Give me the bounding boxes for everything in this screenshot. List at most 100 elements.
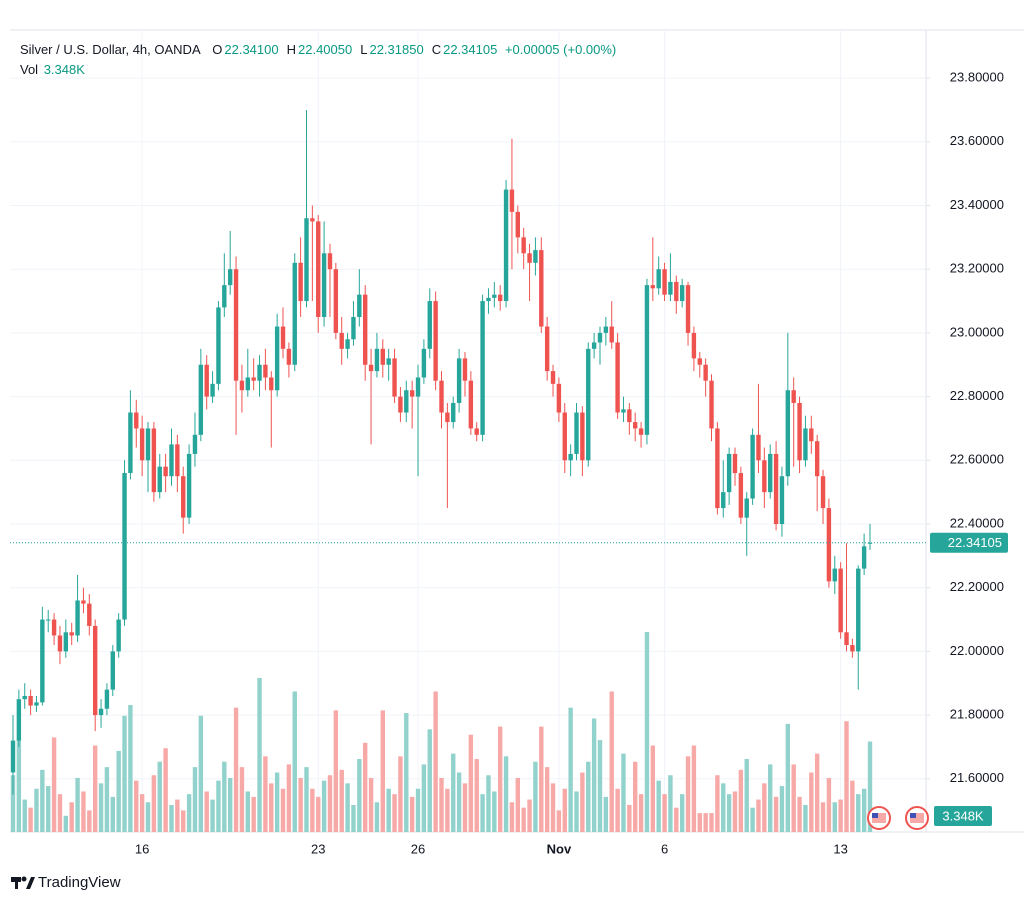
candle-body bbox=[34, 702, 39, 706]
candle-body bbox=[128, 412, 133, 474]
candle-body bbox=[838, 568, 843, 633]
candle-body bbox=[785, 390, 791, 477]
y-tick-label: 22.60000 bbox=[950, 452, 1004, 467]
volume-bar bbox=[586, 761, 591, 832]
event-flag-stripes bbox=[872, 813, 886, 823]
volume-bar bbox=[22, 799, 27, 832]
volume-bar bbox=[421, 764, 427, 832]
volume-bar bbox=[310, 788, 315, 832]
candle-body bbox=[28, 695, 33, 706]
y-tick-label: 23.40000 bbox=[950, 197, 1004, 212]
volume-bar bbox=[867, 741, 873, 832]
volume-bar bbox=[409, 796, 415, 832]
volume-bar bbox=[809, 772, 814, 832]
volume-bar bbox=[368, 777, 374, 832]
candle-body bbox=[40, 619, 45, 703]
candle-body bbox=[46, 619, 51, 621]
volume-bar bbox=[433, 691, 438, 832]
volume-bar bbox=[439, 777, 444, 832]
y-tick-label: 22.20000 bbox=[950, 579, 1004, 594]
candle-body bbox=[216, 307, 221, 384]
symbol: Silver / U.S. Dollar, 4h, OANDA bbox=[20, 42, 201, 57]
volume-bar bbox=[198, 715, 204, 832]
candle-body bbox=[374, 348, 380, 372]
volume-bar bbox=[768, 764, 773, 832]
candle-body bbox=[462, 358, 468, 381]
candle-body bbox=[738, 473, 744, 518]
volume-bar bbox=[762, 783, 767, 832]
volume-bar bbox=[204, 791, 209, 832]
candle-body bbox=[386, 358, 391, 365]
volume-bar bbox=[580, 772, 585, 832]
volume-bar bbox=[638, 794, 644, 832]
candle-body bbox=[445, 412, 450, 423]
candle-body bbox=[98, 708, 104, 716]
field-key: C bbox=[431, 42, 442, 57]
volume-bar bbox=[486, 775, 491, 832]
volume-value: 3.348K bbox=[43, 62, 85, 77]
volume-bar bbox=[40, 769, 45, 832]
candle-body bbox=[856, 568, 861, 652]
candle-body bbox=[116, 619, 121, 652]
candle-body bbox=[16, 699, 22, 741]
volume-bar bbox=[151, 775, 157, 832]
candle-body bbox=[715, 428, 720, 509]
volume-bar bbox=[744, 759, 749, 832]
volume-bar bbox=[615, 788, 620, 832]
volume-bar bbox=[656, 780, 661, 832]
candle-body bbox=[709, 380, 714, 429]
candle-body bbox=[451, 402, 456, 423]
field-value: 22.31850 bbox=[369, 42, 424, 57]
candle-body bbox=[633, 422, 638, 429]
volume-bar bbox=[122, 715, 127, 832]
volume-bar bbox=[104, 767, 110, 832]
candle-body bbox=[269, 377, 274, 391]
candle-body bbox=[380, 348, 386, 365]
volume-bar bbox=[850, 780, 855, 832]
candle-body bbox=[809, 428, 814, 442]
candle-body bbox=[63, 632, 69, 652]
volume-bar bbox=[738, 769, 744, 832]
volume-bar bbox=[797, 796, 802, 832]
volume-bar bbox=[474, 759, 479, 832]
volume-bar bbox=[462, 783, 468, 832]
grid bbox=[10, 30, 926, 832]
candle-body bbox=[826, 508, 832, 582]
candle-body bbox=[134, 412, 139, 429]
candle-body bbox=[186, 453, 192, 518]
volume-bar bbox=[386, 788, 391, 832]
volume-bar bbox=[46, 786, 51, 832]
volume-bar bbox=[192, 767, 198, 832]
candle-body bbox=[139, 428, 145, 461]
candle-body bbox=[679, 285, 685, 302]
candle-body bbox=[621, 409, 626, 413]
candle-body bbox=[169, 444, 174, 477]
volume-axis-label: 3.348K bbox=[942, 808, 984, 823]
candle-body bbox=[439, 380, 444, 413]
volume-bar bbox=[492, 791, 497, 832]
field-key: L bbox=[360, 42, 368, 57]
y-tick-label: 23.20000 bbox=[950, 261, 1004, 276]
field-key: O bbox=[212, 42, 223, 57]
volume-bar bbox=[568, 707, 573, 832]
legend-row: Vol 3.348K bbox=[20, 60, 618, 80]
x-tick-label: 23 bbox=[311, 841, 325, 856]
candle-body bbox=[820, 476, 826, 509]
volume-bar bbox=[633, 761, 638, 832]
volume-bar bbox=[392, 794, 397, 832]
volume-bar bbox=[562, 788, 567, 832]
candle-body bbox=[627, 409, 632, 423]
x-tick-label: 16 bbox=[135, 841, 149, 856]
volume-bar bbox=[251, 796, 256, 832]
candle-body bbox=[251, 377, 256, 381]
candle-body bbox=[603, 326, 609, 333]
volume-bar bbox=[327, 775, 333, 832]
candle-body bbox=[239, 380, 245, 391]
change: +0.00005 (+0.00%) bbox=[504, 42, 617, 57]
candle-body bbox=[345, 339, 350, 349]
candle-body bbox=[638, 428, 644, 435]
volume-bar bbox=[497, 726, 503, 832]
candle-body bbox=[210, 383, 215, 397]
candle-body bbox=[650, 285, 656, 289]
volume-bar bbox=[321, 780, 327, 832]
